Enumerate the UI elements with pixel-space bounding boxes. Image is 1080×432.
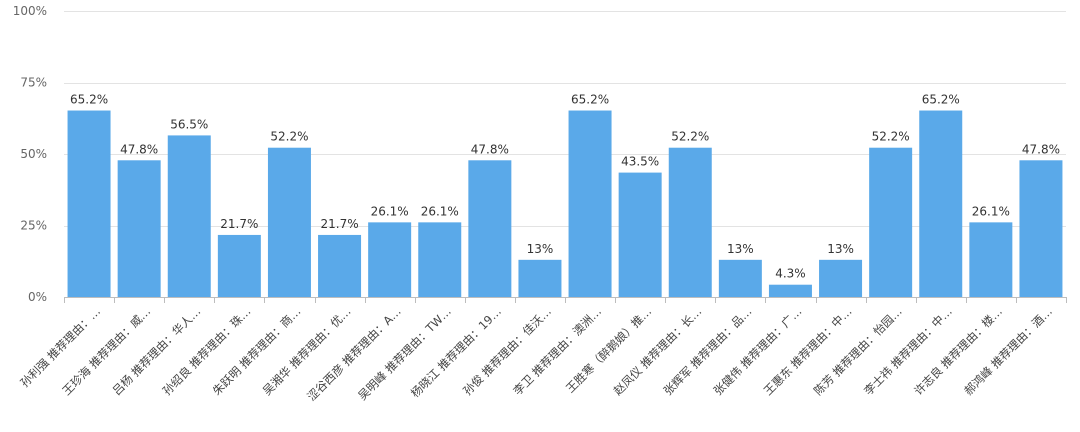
category-label: 孙绍良 推荐理由：珠… xyxy=(160,304,254,398)
category-label: 涩谷西彦 推荐理由：A… xyxy=(304,304,403,403)
data-label: 26.1% xyxy=(371,204,409,218)
bar xyxy=(468,160,512,297)
bar xyxy=(267,147,311,297)
bar xyxy=(819,259,863,297)
data-label: 65.2% xyxy=(571,93,609,107)
y-tick-label: 50% xyxy=(20,147,47,161)
x-axis-category-labels: 孙利强 推荐理由：…王珍海 推荐理由：威…吕杨 推荐理由：华人…孙绍良 推荐理由… xyxy=(18,304,1056,403)
bar xyxy=(318,234,362,297)
category-label: 李士祎 推荐理由：中… xyxy=(861,304,955,398)
data-label: 21.7% xyxy=(220,217,258,231)
category-label: 张健伟 推荐理由：广… xyxy=(711,304,805,398)
category-label: 吴湘华 推荐理由：优… xyxy=(260,304,354,398)
data-label: 26.1% xyxy=(421,204,459,218)
data-labels: 65.2% 47.8% 56.5% 21.7% 52.2% 21.7% 26.1% 26.1%… xyxy=(70,93,1060,281)
data-label: 26.1% xyxy=(972,204,1010,218)
category-label: 孙俊 推荐理由：佳沃… xyxy=(460,304,554,398)
data-label: 52.2% xyxy=(270,130,308,144)
bar xyxy=(167,135,211,297)
bar xyxy=(217,234,261,297)
bar xyxy=(67,110,111,297)
bar xyxy=(418,222,462,297)
bar xyxy=(1019,160,1063,297)
bar xyxy=(919,110,963,297)
category-label: 吕杨 推荐理由：华人… xyxy=(110,304,204,398)
bars xyxy=(67,110,1063,297)
data-label: 47.8% xyxy=(471,142,509,156)
bar xyxy=(368,222,412,297)
bar xyxy=(768,284,812,297)
data-label: 13% xyxy=(527,242,554,256)
category-label: 陈芳 推荐理由：怡园… xyxy=(811,304,905,398)
data-label: 47.8% xyxy=(120,142,158,156)
y-axis-tick-labels: 0% 25% 50% 75% 100% xyxy=(13,4,47,304)
y-tick-label: 100% xyxy=(13,4,47,18)
data-label: 65.2% xyxy=(70,93,108,107)
bar xyxy=(117,160,161,297)
category-label: 许志良 推荐理由：楼… xyxy=(911,304,1005,398)
data-label: 65.2% xyxy=(922,93,960,107)
bar xyxy=(518,259,562,297)
category-label: 赵凤仪 推荐理由：长… xyxy=(611,304,705,398)
data-label: 4.3% xyxy=(775,267,806,281)
data-label: 13% xyxy=(827,242,854,256)
category-label: 杨晓江 推荐理由：19… xyxy=(408,304,504,400)
bar xyxy=(969,222,1013,297)
bar xyxy=(718,259,762,297)
category-label: 张辉军 推荐理由：品… xyxy=(661,304,755,398)
data-label: 56.5% xyxy=(170,117,208,131)
bar xyxy=(568,110,612,297)
data-label: 52.2% xyxy=(872,130,910,144)
category-label: 吴明峰 推荐理由：TW… xyxy=(355,304,454,403)
bar xyxy=(618,172,662,297)
category-label: 王珍海 推荐理由：威… xyxy=(59,304,153,398)
bar xyxy=(668,147,712,297)
category-label: 李卫 推荐理由：澳洲… xyxy=(510,304,604,398)
category-label: 郝鸿峰 推荐理由：酒… xyxy=(961,304,1055,398)
bar xyxy=(869,147,913,297)
data-label: 52.2% xyxy=(671,130,709,144)
data-label: 13% xyxy=(727,242,754,256)
category-label: 朱跃明 推荐理由：商… xyxy=(210,304,304,398)
grid-lines xyxy=(64,11,1066,227)
y-tick-label: 25% xyxy=(20,219,47,233)
data-label: 43.5% xyxy=(621,155,659,169)
x-axis xyxy=(64,297,1067,303)
y-tick-label: 75% xyxy=(20,76,47,90)
data-label: 21.7% xyxy=(320,217,358,231)
category-label: 王惠东 推荐理由：中… xyxy=(761,304,855,398)
y-tick-label: 0% xyxy=(28,290,47,304)
category-label: 王胜寒（醉鹅娘）推… xyxy=(563,304,654,395)
data-label: 47.8% xyxy=(1022,142,1060,156)
